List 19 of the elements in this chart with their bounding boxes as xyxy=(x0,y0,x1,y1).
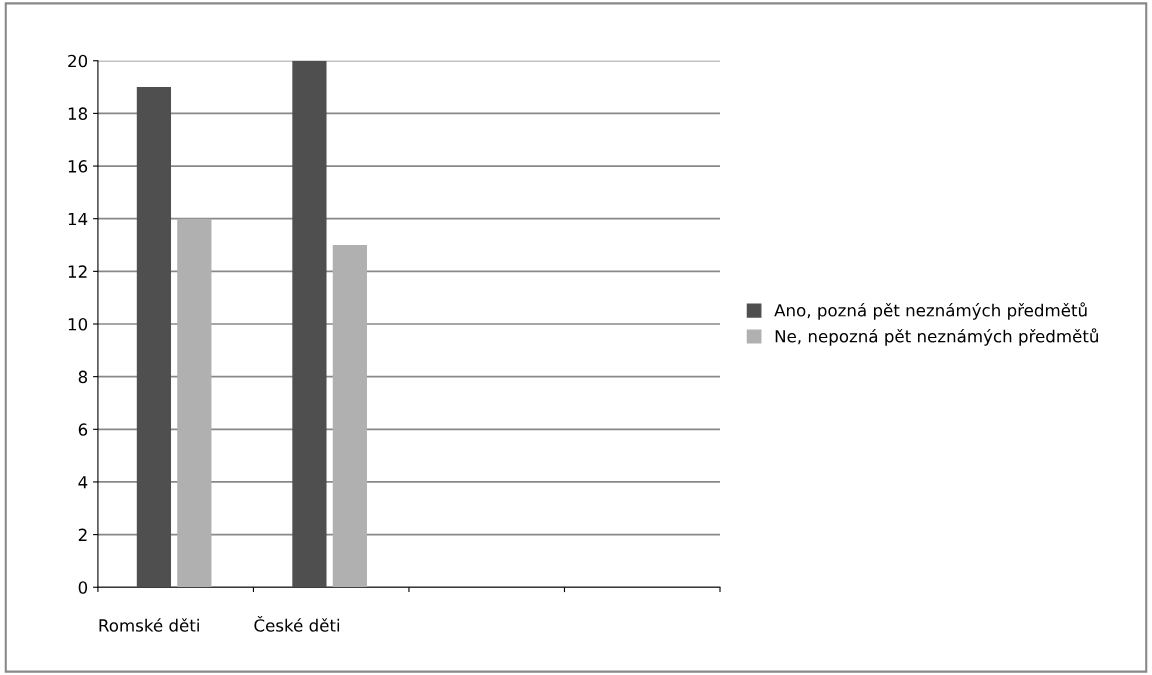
y-tick-label: 14 xyxy=(68,212,88,226)
bar xyxy=(136,87,172,588)
y-tick-label: 0 xyxy=(78,581,88,594)
y-tick-label: 6 xyxy=(78,423,88,436)
y-tick-label: 10 xyxy=(68,317,88,331)
y-tick-label: 20 xyxy=(68,54,88,68)
bar xyxy=(332,245,367,588)
y-tick-label: 2 xyxy=(78,528,87,541)
y-tick-label: 8 xyxy=(78,370,88,384)
y-tick-label: 16 xyxy=(68,160,88,173)
x-tick-label: Romské děti xyxy=(99,618,199,632)
x-tick-label: České děti xyxy=(254,616,340,632)
legend-label: Ano, pozná pět neznámých předmětů xyxy=(774,302,1087,320)
bar xyxy=(292,60,327,588)
legend-label: Ne, nepozná pět neznámých předmětů xyxy=(775,328,1098,346)
y-tick-label: 18 xyxy=(68,107,88,120)
y-tick-label: 4 xyxy=(78,476,88,489)
y-tick-label: 12 xyxy=(68,265,87,278)
bar xyxy=(177,218,212,588)
